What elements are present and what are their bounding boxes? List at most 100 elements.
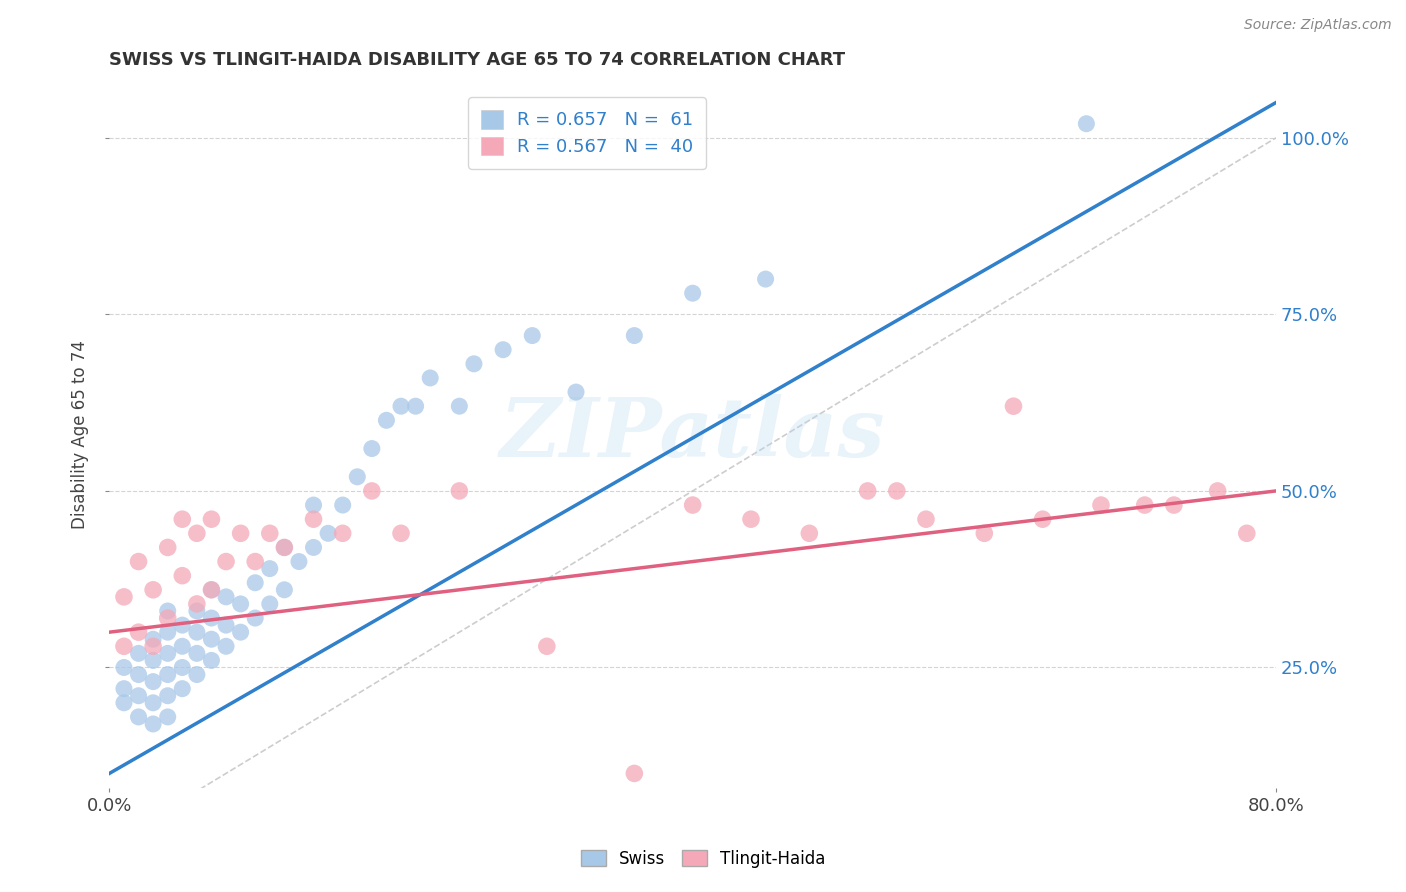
Point	[142, 582, 165, 597]
Point	[215, 618, 238, 632]
Point	[200, 582, 222, 597]
Point	[405, 399, 427, 413]
Point	[259, 561, 281, 575]
Point	[449, 399, 471, 413]
Point	[156, 689, 179, 703]
Point	[128, 646, 150, 660]
Point	[142, 632, 165, 647]
Point	[302, 541, 325, 555]
Point	[623, 766, 645, 780]
Point	[172, 512, 194, 526]
Point	[112, 640, 135, 654]
Point	[229, 597, 252, 611]
Text: Source: ZipAtlas.com: Source: ZipAtlas.com	[1244, 18, 1392, 32]
Point	[200, 582, 222, 597]
Point	[682, 498, 704, 512]
Point	[186, 625, 208, 640]
Point	[142, 674, 165, 689]
Point	[112, 660, 135, 674]
Point	[915, 512, 938, 526]
Point	[172, 660, 194, 674]
Point	[186, 646, 208, 660]
Point	[128, 689, 150, 703]
Point	[449, 483, 471, 498]
Point	[128, 555, 150, 569]
Point	[302, 498, 325, 512]
Point	[886, 483, 908, 498]
Point	[128, 710, 150, 724]
Point	[229, 625, 252, 640]
Point	[1133, 498, 1156, 512]
Point	[156, 625, 179, 640]
Point	[245, 575, 267, 590]
Point	[332, 498, 354, 512]
Point	[142, 696, 165, 710]
Point	[1206, 483, 1229, 498]
Point	[273, 541, 295, 555]
Point	[623, 328, 645, 343]
Point	[215, 590, 238, 604]
Point	[389, 399, 412, 413]
Point	[1076, 117, 1098, 131]
Point	[156, 541, 179, 555]
Point	[973, 526, 995, 541]
Point	[332, 526, 354, 541]
Point	[682, 286, 704, 301]
Point	[740, 512, 762, 526]
Point	[346, 470, 368, 484]
Point	[273, 541, 295, 555]
Point	[200, 632, 222, 647]
Point	[186, 667, 208, 681]
Point	[200, 512, 222, 526]
Point	[799, 526, 821, 541]
Point	[375, 413, 398, 427]
Point	[522, 328, 544, 343]
Point	[172, 640, 194, 654]
Point	[156, 646, 179, 660]
Point	[565, 385, 588, 400]
Point	[1032, 512, 1054, 526]
Point	[856, 483, 879, 498]
Point	[302, 512, 325, 526]
Point	[142, 653, 165, 667]
Point	[288, 555, 311, 569]
Point	[172, 618, 194, 632]
Point	[245, 611, 267, 625]
Point	[156, 611, 179, 625]
Point	[360, 442, 382, 456]
Legend: Swiss, Tlingit-Haida: Swiss, Tlingit-Haida	[574, 844, 832, 875]
Point	[112, 696, 135, 710]
Point	[273, 582, 295, 597]
Point	[492, 343, 515, 357]
Point	[186, 597, 208, 611]
Point	[172, 681, 194, 696]
Point	[156, 710, 179, 724]
Point	[186, 526, 208, 541]
Point	[215, 640, 238, 654]
Point	[172, 568, 194, 582]
Point	[200, 611, 222, 625]
Point	[419, 371, 441, 385]
Point	[128, 667, 150, 681]
Point	[142, 640, 165, 654]
Point	[1090, 498, 1112, 512]
Point	[156, 667, 179, 681]
Point	[389, 526, 412, 541]
Point	[229, 526, 252, 541]
Point	[112, 590, 135, 604]
Point	[156, 604, 179, 618]
Point	[755, 272, 778, 286]
Point	[1002, 399, 1025, 413]
Point	[463, 357, 485, 371]
Point	[1163, 498, 1185, 512]
Point	[360, 483, 382, 498]
Point	[316, 526, 339, 541]
Text: ZIPatlas: ZIPatlas	[501, 394, 886, 475]
Point	[1236, 526, 1258, 541]
Point	[259, 526, 281, 541]
Point	[200, 653, 222, 667]
Y-axis label: Disability Age 65 to 74: Disability Age 65 to 74	[72, 340, 89, 529]
Point	[112, 681, 135, 696]
Legend: R = 0.657   N =  61, R = 0.567   N =  40: R = 0.657 N = 61, R = 0.567 N = 40	[468, 97, 706, 169]
Point	[186, 604, 208, 618]
